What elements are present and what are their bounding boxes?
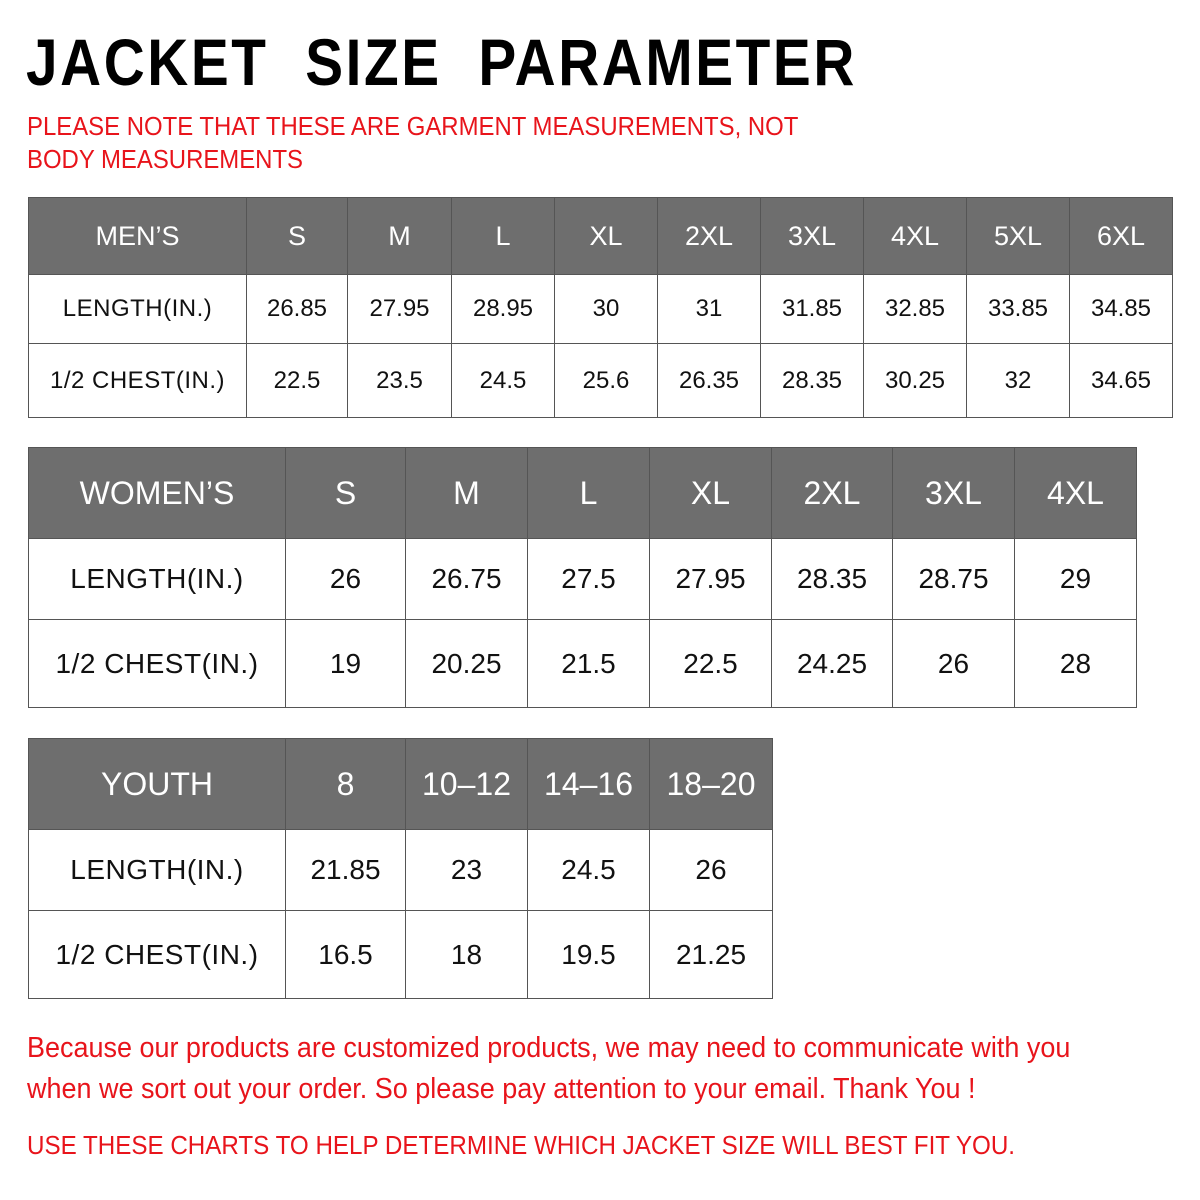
measurement-label: 1/2 CHEST(IN.): [28, 619, 286, 708]
measurement-value: 18: [405, 910, 528, 999]
measurement-value: 16.5: [285, 910, 406, 999]
measurement-value: 24.5: [527, 829, 650, 911]
header-row: WOMEN’S S M L XL 2XL 3XL 4XL: [28, 447, 1137, 539]
measurement-value: 31: [657, 274, 761, 344]
measurement-value: 21.85: [285, 829, 406, 911]
size-header: 4XL: [863, 197, 967, 275]
size-header: 2XL: [657, 197, 761, 275]
page-title: JACKET SIZE PARAMETER: [26, 25, 857, 99]
size-header: M: [347, 197, 452, 275]
measurement-value: 22.5: [649, 619, 772, 708]
table-row: 1/2 CHEST(IN.) 16.5 18 19.5 21.25: [28, 910, 773, 999]
table-row: 1/2 CHEST(IN.) 19 20.25 21.5 22.5 24.25 26 28: [28, 619, 1137, 708]
measurement-value: 24.25: [771, 619, 893, 708]
size-header: 2XL: [771, 447, 893, 539]
table-row: 1/2 CHEST(IN.) 22.5 23.5 24.5 25.6 26.35 28.35…: [28, 343, 1173, 418]
measurement-value: 28.35: [760, 343, 864, 418]
size-header: M: [405, 447, 528, 539]
table-row: LENGTH(IN.) 21.85 23 24.5 26: [28, 829, 773, 911]
measurement-value: 26: [285, 538, 406, 620]
garment-measurement-note: PLEASE NOTE THAT THESE ARE GARMENT MEASU…: [27, 111, 798, 174]
measurement-value: 23.5: [347, 343, 452, 418]
size-header: 6XL: [1069, 197, 1173, 275]
measurement-value: 28.95: [451, 274, 555, 344]
size-header: 3XL: [892, 447, 1015, 539]
measurement-value: 22.5: [246, 343, 348, 418]
measurement-value: 26.85: [246, 274, 348, 344]
measurement-value: 27.5: [527, 538, 650, 620]
measurement-value: 28.35: [771, 538, 893, 620]
table-row: LENGTH(IN.) 26.85 27.95 28.95 30 31 31.85 32.85…: [28, 274, 1173, 344]
table-category-header: MEN’S: [28, 197, 247, 275]
size-header: S: [246, 197, 348, 275]
measurement-label: LENGTH(IN.): [28, 274, 247, 344]
measurement-value: 25.6: [554, 343, 658, 418]
size-header: 10–12: [405, 738, 528, 830]
measurement-value: 28.75: [892, 538, 1015, 620]
measurement-label: 1/2 CHEST(IN.): [28, 910, 286, 999]
customization-message: Because our products are customized prod…: [27, 1032, 1071, 1105]
measurement-value: 31.85: [760, 274, 864, 344]
youth-size-table: YOUTH 8 10–12 14–16 18–20 LENGTH(IN.) 21.85 23 2…: [28, 738, 773, 999]
measurement-value: 29: [1014, 538, 1137, 620]
size-header: 5XL: [966, 197, 1070, 275]
size-header: 4XL: [1014, 447, 1137, 539]
chart-instruction: USE THESE CHARTS TO HELP DETERMINE WHICH…: [27, 1130, 1016, 1160]
measurement-value: 19.5: [527, 910, 650, 999]
measurement-value: 21.5: [527, 619, 650, 708]
size-header: 18–20: [649, 738, 773, 830]
size-header: S: [285, 447, 406, 539]
header-row: YOUTH 8 10–12 14–16 18–20: [28, 738, 773, 830]
measurement-value: 30: [554, 274, 658, 344]
measurement-value: 26.75: [405, 538, 528, 620]
size-header: L: [527, 447, 650, 539]
table-category-header: YOUTH: [28, 738, 286, 830]
measurement-value: 26.35: [657, 343, 761, 418]
size-header: XL: [554, 197, 658, 275]
measurement-label: LENGTH(IN.): [28, 829, 286, 911]
measurement-value: 33.85: [966, 274, 1070, 344]
measurement-value: 34.85: [1069, 274, 1173, 344]
measurement-value: 32.85: [863, 274, 967, 344]
measurement-value: 30.25: [863, 343, 967, 418]
measurement-value: 23: [405, 829, 528, 911]
measurement-value: 20.25: [405, 619, 528, 708]
measurement-value: 28: [1014, 619, 1137, 708]
size-header: 14–16: [527, 738, 650, 830]
table-category-header: WOMEN’S: [28, 447, 286, 539]
size-header: 3XL: [760, 197, 864, 275]
size-header: 8: [285, 738, 406, 830]
header-row: MEN’S S M L XL 2XL 3XL 4XL 5XL 6XL: [28, 197, 1173, 275]
measurement-label: 1/2 CHEST(IN.): [28, 343, 247, 418]
mens-size-table: MEN’S S M L XL 2XL 3XL 4XL 5XL 6XL LENGTH(IN.) 26.8…: [28, 197, 1173, 418]
measurement-label: LENGTH(IN.): [28, 538, 286, 620]
measurement-value: 26: [649, 829, 773, 911]
measurement-value: 24.5: [451, 343, 555, 418]
size-header: XL: [649, 447, 772, 539]
measurement-value: 27.95: [649, 538, 772, 620]
measurement-value: 27.95: [347, 274, 452, 344]
womens-size-table: WOMEN’S S M L XL 2XL 3XL 4XL LENGTH(IN.) 26 26.75 2…: [28, 447, 1137, 708]
measurement-value: 26: [892, 619, 1015, 708]
measurement-value: 21.25: [649, 910, 773, 999]
measurement-value: 32: [966, 343, 1070, 418]
measurement-value: 19: [285, 619, 406, 708]
table-row: LENGTH(IN.) 26 26.75 27.5 27.95 28.35 28.75 29: [28, 538, 1137, 620]
size-header: L: [451, 197, 555, 275]
measurement-value: 34.65: [1069, 343, 1173, 418]
